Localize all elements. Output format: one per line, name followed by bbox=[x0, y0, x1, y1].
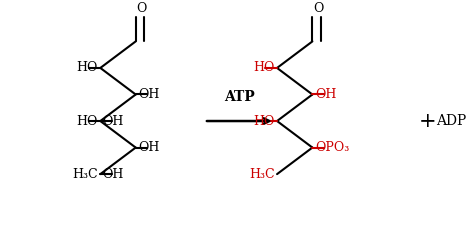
Text: OH: OH bbox=[315, 88, 336, 101]
Text: OH: OH bbox=[103, 115, 124, 127]
Text: OH: OH bbox=[138, 141, 159, 154]
Text: OH: OH bbox=[103, 168, 124, 181]
Text: H₃C: H₃C bbox=[73, 168, 98, 181]
Text: HO: HO bbox=[253, 115, 275, 127]
Text: O: O bbox=[313, 2, 323, 15]
Text: ADP: ADP bbox=[436, 114, 466, 128]
Text: HO: HO bbox=[77, 115, 98, 127]
Text: HO: HO bbox=[253, 62, 275, 75]
Text: OPO₃: OPO₃ bbox=[315, 141, 349, 154]
Text: H₃C: H₃C bbox=[249, 168, 275, 181]
Text: ATP: ATP bbox=[224, 90, 255, 104]
Text: OH: OH bbox=[138, 88, 159, 101]
Text: HO: HO bbox=[77, 62, 98, 75]
Text: +: + bbox=[419, 112, 437, 130]
Text: O: O bbox=[136, 2, 146, 15]
